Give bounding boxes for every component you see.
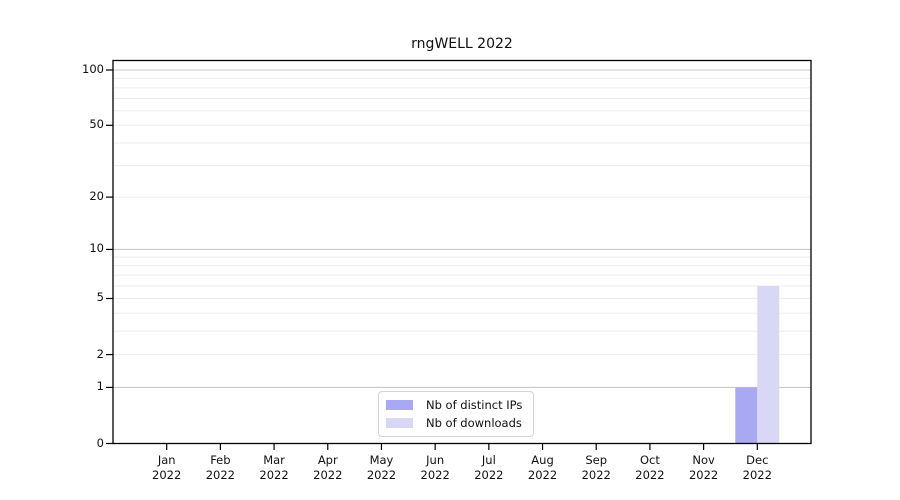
y-tick-label: 0 — [96, 435, 104, 450]
y-tick-label: 1 — [96, 379, 104, 394]
legend: Nb of distinct IPs Nb of downloads — [378, 391, 535, 437]
legend-swatch-distinct-ips — [386, 400, 413, 410]
x-tick-label: Aug 2022 — [527, 452, 558, 482]
bar-nb-of-distinct-ips — [735, 387, 758, 444]
x-tick-label: Jan 2022 — [152, 452, 182, 482]
legend-swatch-downloads — [386, 418, 413, 428]
y-tick-label: 5 — [96, 290, 104, 305]
chart-title: rngWELL 2022 — [411, 36, 513, 52]
x-tick-label: Jul 2022 — [474, 452, 504, 482]
y-tick-label: 10 — [89, 241, 104, 256]
x-tick-label: Dec 2022 — [742, 452, 772, 482]
y-tick-label: 2 — [96, 346, 104, 361]
y-tick-label: 50 — [89, 117, 104, 132]
x-tick-label: Nov 2022 — [688, 452, 719, 482]
bar-nb-of-downloads — [757, 286, 780, 444]
x-tick-label: Mar 2022 — [259, 452, 289, 482]
x-tick-label: May 2022 — [366, 452, 397, 482]
x-tick-label: Jun 2022 — [420, 452, 450, 482]
legend-item-downloads: Nb of downloads — [386, 416, 522, 430]
y-tick-label: 100 — [82, 62, 104, 76]
y-tick-label: 20 — [89, 189, 104, 204]
legend-item-distinct-ips: Nb of distinct IPs — [386, 398, 522, 412]
x-tick-label: Oct 2022 — [635, 452, 665, 482]
x-tick-label: Apr 2022 — [313, 452, 343, 482]
legend-label-distinct-ips: Nb of distinct IPs — [426, 398, 523, 412]
x-tick-label: Feb 2022 — [205, 452, 236, 482]
x-tick-label: Sep 2022 — [581, 452, 611, 482]
plot-frame — [112, 59, 812, 445]
legend-label-downloads: Nb of downloads — [426, 416, 522, 430]
